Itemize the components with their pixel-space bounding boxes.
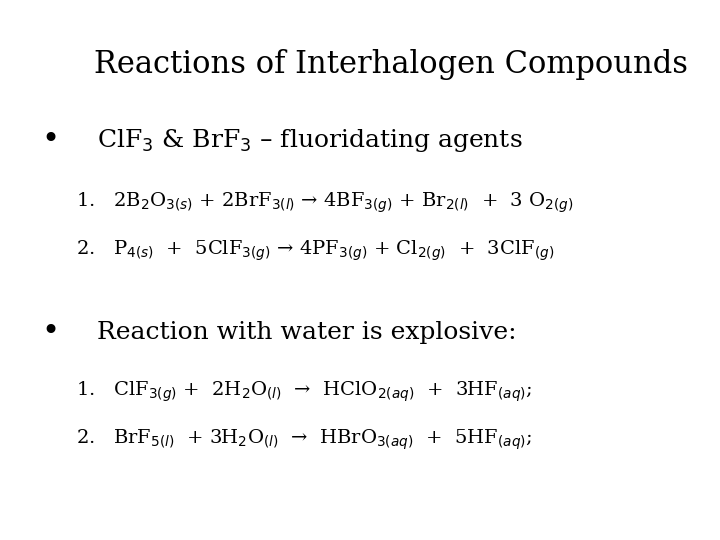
Text: •: • [41,125,60,156]
Text: 1.   ClF$_{3(g)}$ +  2H$_2$O$_{(l)}$  →  HClO$_{2(aq)}$  +  3HF$_{(aq)}$;: 1. ClF$_{3(g)}$ + 2H$_2$O$_{(l)}$ → HClO… [76,379,532,404]
Text: 2.   BrF$_{5(l)}$  + 3H$_2$O$_{(l)}$  →  HBrO$_{3(aq)}$  +  5HF$_{(aq)}$;: 2. BrF$_{5(l)}$ + 3H$_2$O$_{(l)}$ → HBrO… [76,428,532,453]
Text: •: • [41,316,60,348]
Text: ClF$_3$ & BrF$_3$ – fluoridating agents: ClF$_3$ & BrF$_3$ – fluoridating agents [97,127,523,154]
Text: 1.   2B$_2$O$_{3(s)}$ + 2BrF$_{3(l)}$ → 4BF$_{3(g)}$ + Br$_{2(l)}$  +  3 O$_{2(g: 1. 2B$_2$O$_{3(s)}$ + 2BrF$_{3(l)}$ → 4B… [76,190,573,215]
Text: 2.   P$_{4(s)}$  +  5ClF$_{3(g)}$ → 4PF$_{3(g)}$ + Cl$_{2(g)}$  +  3ClF$_{(g)}$: 2. P$_{4(s)}$ + 5ClF$_{3(g)}$ → 4PF$_{3(… [76,239,554,264]
Text: Reactions of Interhalogen Compounds: Reactions of Interhalogen Compounds [94,49,688,79]
Text: Reaction with water is explosive:: Reaction with water is explosive: [97,321,517,343]
